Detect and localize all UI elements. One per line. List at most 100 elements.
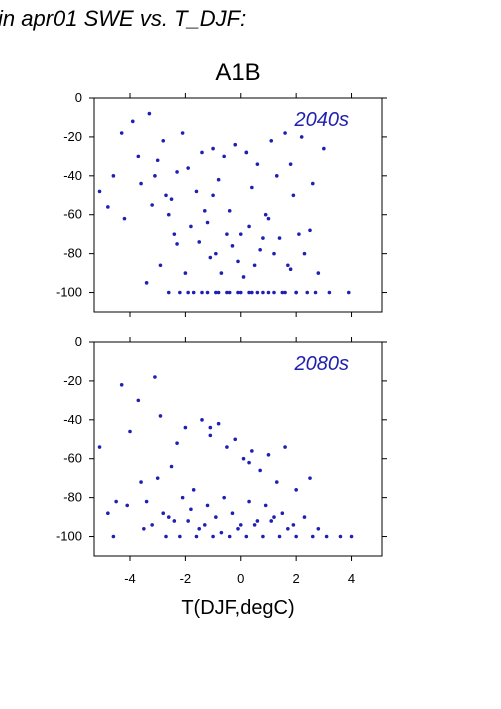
- data-point: [136, 154, 141, 159]
- data-point: [346, 290, 351, 295]
- data-point: [180, 131, 185, 135]
- data-point: [200, 290, 204, 295]
- data-point: [178, 290, 182, 295]
- data-point: [211, 193, 215, 198]
- data-point: [128, 429, 132, 434]
- data-point: [169, 464, 174, 469]
- data-point: [106, 205, 110, 209]
- data-point: [227, 534, 232, 539]
- data-point: [283, 290, 287, 295]
- data-point: [106, 511, 110, 515]
- data-point: [294, 488, 298, 492]
- data-point: [119, 383, 124, 387]
- data-point: [252, 523, 257, 527]
- data-point: [238, 523, 243, 527]
- data-point: [255, 162, 260, 166]
- period-label: 2040s: [294, 109, 350, 131]
- data-point: [313, 290, 318, 295]
- data-point: [186, 290, 190, 295]
- data-point: [164, 534, 168, 539]
- data-point: [305, 290, 310, 295]
- data-point: [216, 177, 221, 182]
- y-tick-label: -80: [63, 246, 82, 261]
- data-point: [150, 203, 154, 207]
- data-point: [153, 174, 157, 178]
- data-point: [266, 216, 271, 221]
- y-tick-label: -40: [63, 168, 82, 183]
- data-point: [294, 290, 298, 295]
- data-point: [205, 220, 210, 225]
- data-point: [166, 515, 171, 519]
- data-point: [144, 281, 149, 285]
- data-point: [178, 534, 182, 539]
- data-point: [158, 414, 163, 418]
- x-axis-label: T(DJF,degC): [181, 597, 294, 619]
- data-point: [211, 534, 215, 539]
- data-point: [238, 232, 243, 236]
- data-point: [297, 232, 301, 236]
- data-point: [202, 209, 207, 213]
- data-point: [139, 480, 143, 484]
- y-tick-label: -80: [63, 490, 82, 505]
- data-point: [142, 526, 146, 531]
- data-point: [261, 534, 265, 539]
- data-point: [205, 503, 210, 508]
- y-tick-label: 0: [75, 90, 82, 105]
- scatter-panel-2040s: 0 -20 -40 -60 -80 -100 2040s: [56, 90, 387, 317]
- data-point: [250, 290, 254, 295]
- data-point: [197, 240, 202, 244]
- data-point: [191, 290, 196, 295]
- data-point: [200, 418, 204, 422]
- data-point: [283, 445, 287, 449]
- data-point: [189, 507, 193, 512]
- data-point: [310, 534, 315, 539]
- data-point: [200, 150, 204, 155]
- data-point: [175, 170, 179, 174]
- data-point: [166, 212, 171, 217]
- data-point: [147, 111, 152, 116]
- data-point: [183, 425, 188, 430]
- data-point: [269, 139, 274, 143]
- data-point: [247, 499, 251, 504]
- data-point: [324, 534, 329, 539]
- data-point: [150, 523, 154, 527]
- data-point: [194, 534, 199, 539]
- data-point: [214, 515, 218, 519]
- data-point: [294, 534, 298, 539]
- x-tick-label: 2: [293, 571, 300, 586]
- data-point: [214, 251, 218, 256]
- data-point: [216, 421, 221, 426]
- data-point: [219, 530, 224, 535]
- data-point: [258, 247, 262, 252]
- data-point: [202, 523, 207, 527]
- data-point: [274, 480, 279, 484]
- y-tick-label: -100: [56, 529, 82, 544]
- y-tick-label: -20: [63, 373, 82, 388]
- data-point: [186, 166, 190, 170]
- data-point: [255, 519, 260, 523]
- y-tick-label: -60: [63, 207, 82, 222]
- data-point: [261, 290, 265, 295]
- data-point: [175, 441, 179, 445]
- data-point: [230, 244, 235, 248]
- data-point: [111, 174, 116, 178]
- data-point: [308, 228, 312, 233]
- data-point: [252, 263, 257, 268]
- data-point: [255, 290, 260, 295]
- data-point: [208, 425, 213, 430]
- data-point: [155, 158, 160, 163]
- data-point: [161, 511, 166, 515]
- data-point: [241, 275, 246, 279]
- data-point: [208, 433, 213, 438]
- data-point: [227, 290, 232, 295]
- data-point: [161, 139, 166, 143]
- data-point: [222, 495, 226, 500]
- data-point: [316, 526, 321, 531]
- data-point: [272, 515, 276, 519]
- data-point: [155, 476, 160, 480]
- data-point: [286, 526, 290, 531]
- data-point: [244, 150, 249, 155]
- data-point: [236, 259, 240, 264]
- plot-frame: [93, 97, 383, 313]
